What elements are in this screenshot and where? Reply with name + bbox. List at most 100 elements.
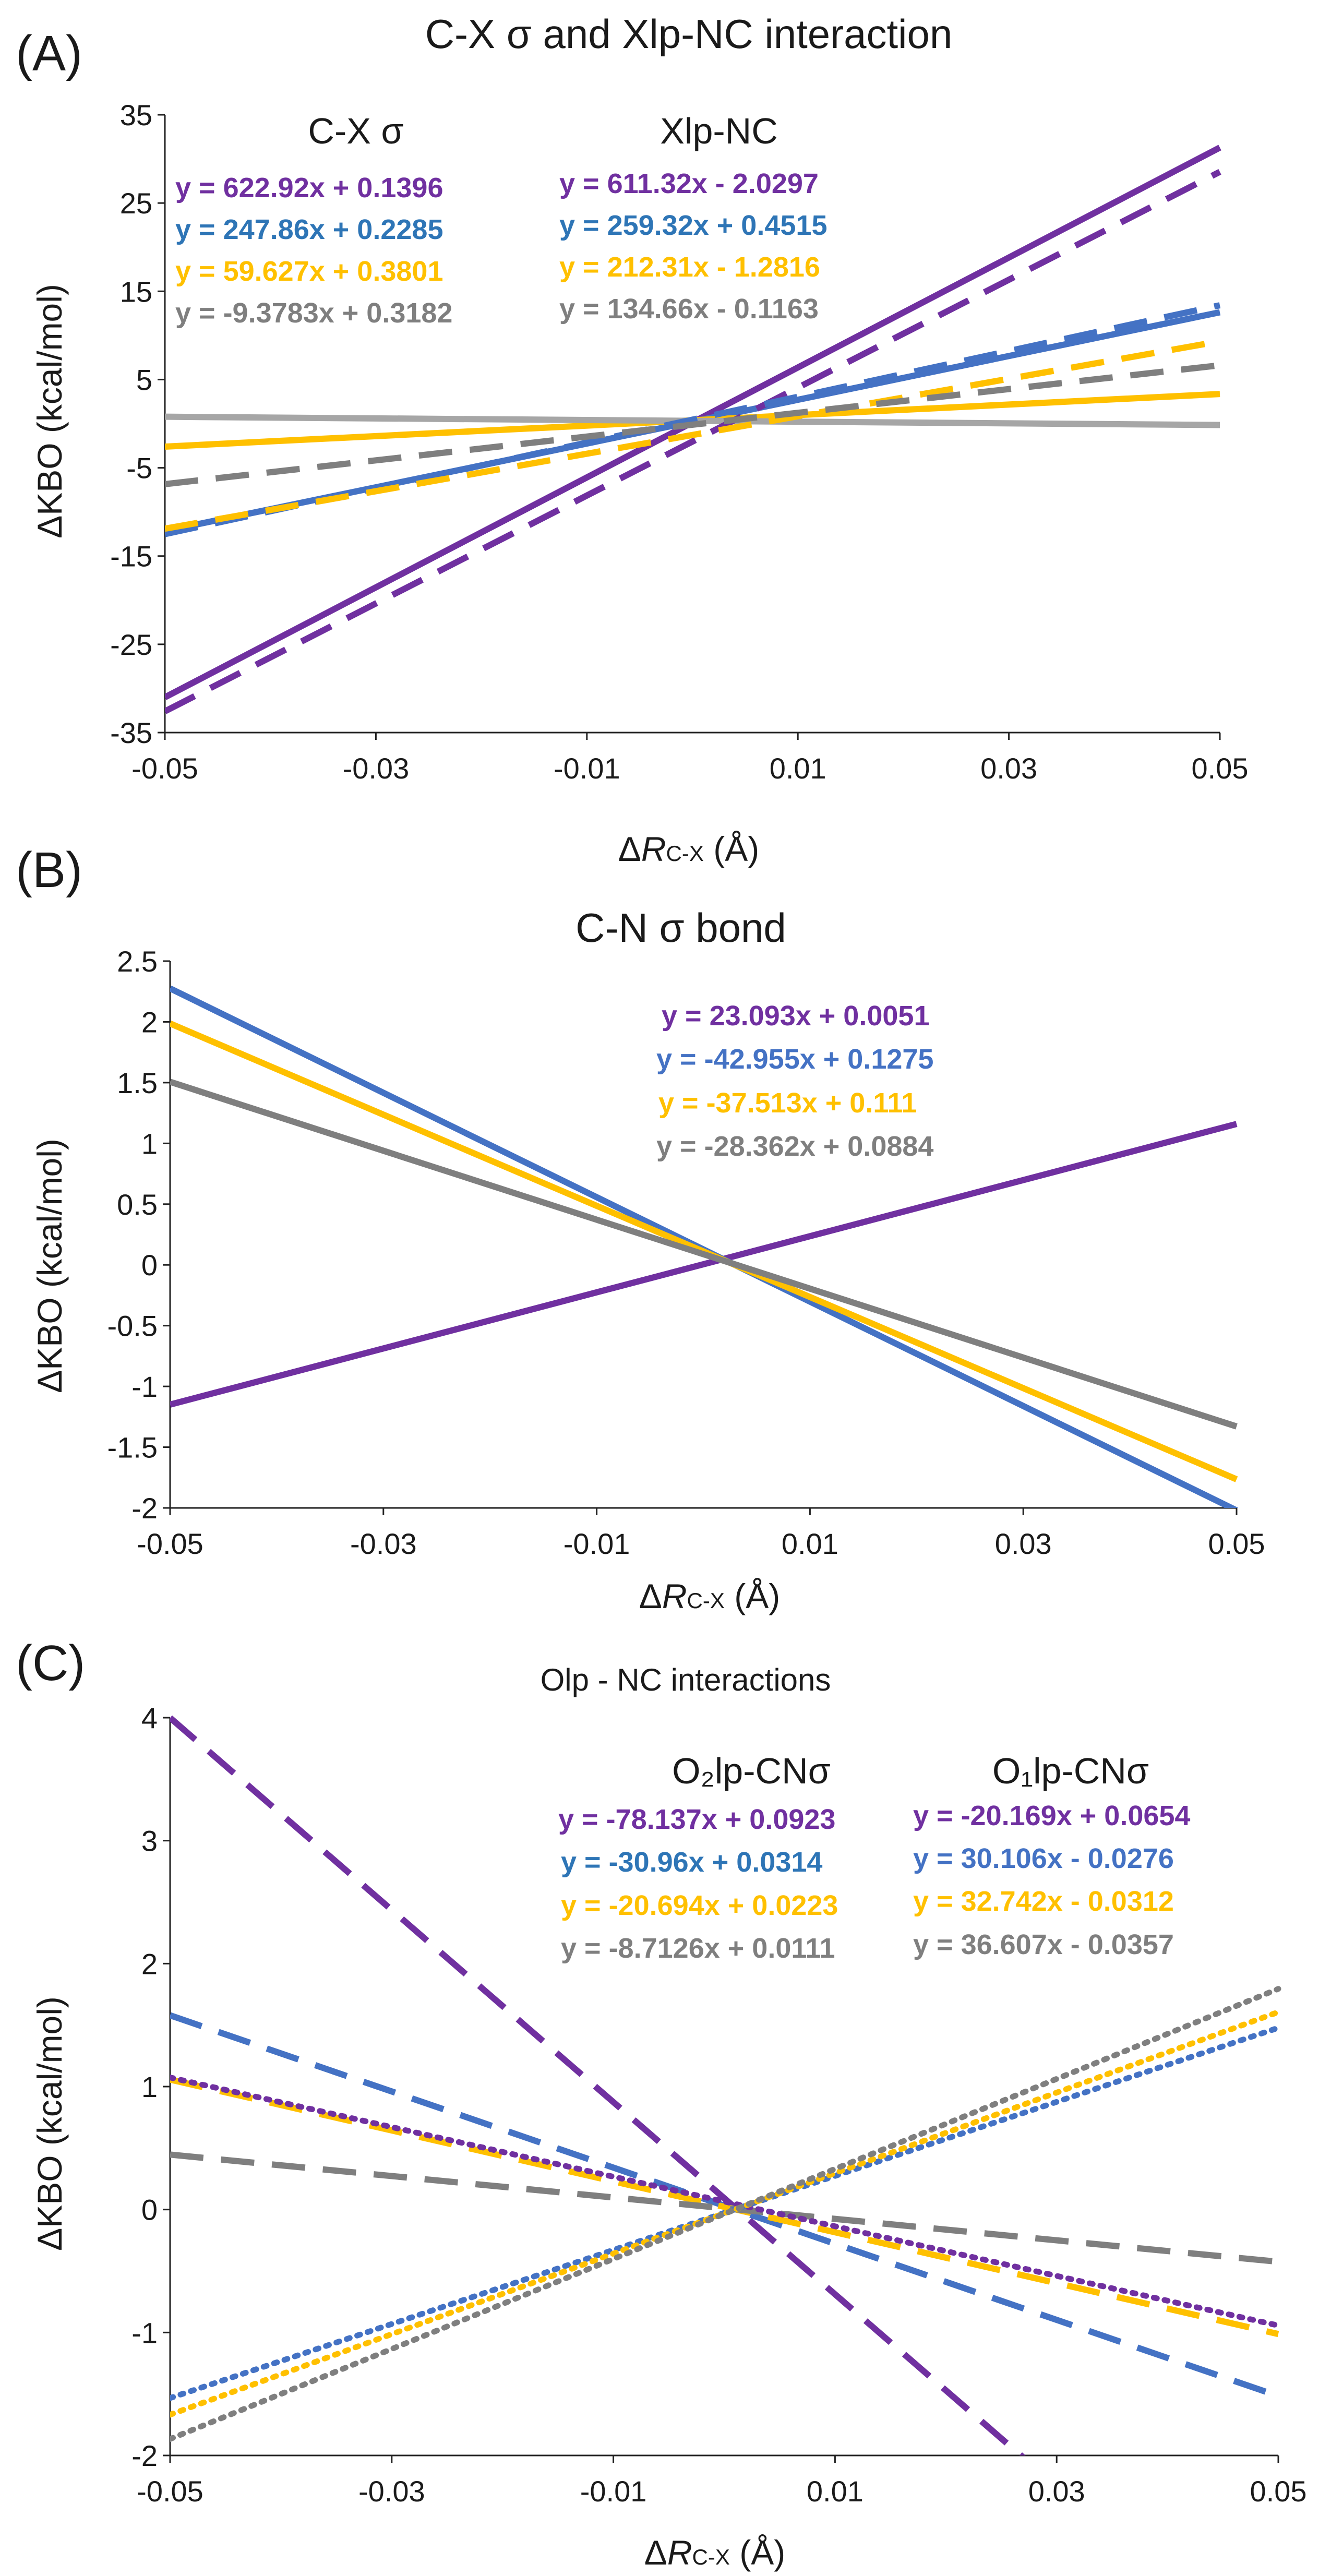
y-tick-label: 0 — [141, 2194, 158, 2226]
series-line — [165, 362, 1220, 487]
panel-b-equations: y = 23.093x + 0.0051 y = -42.955x + 0.12… — [656, 1000, 933, 1162]
y-tick-label: -0.5 — [107, 1310, 158, 1343]
series-lines — [170, 985, 1238, 1508]
equation-label: y = -20.694x + 0.0223 — [561, 1890, 838, 1921]
equation-label: y = 59.627x + 0.3801 — [175, 256, 443, 287]
equation-label: y = 212.31x - 1.2816 — [559, 251, 820, 283]
panel-c-group-o2: O₂lp-CNσ — [672, 1751, 831, 1791]
y-tick-label: 1 — [141, 1127, 158, 1160]
panel-b: (B) C-N σ bond ΔKBO (kcal/mol) ΔRC-X (Å)… — [16, 842, 1265, 1615]
y-tick-label: -25 — [110, 628, 152, 661]
x-tick-label: 0.05 — [1192, 752, 1249, 785]
panel-c-xlabel: ΔRC-X (Å) — [644, 2533, 785, 2572]
y-tick-label: 35 — [120, 99, 152, 131]
equation-label: y = 32.742x - 0.0312 — [913, 1886, 1174, 1917]
x-tick-label: -0.01 — [580, 2475, 647, 2508]
panel-c-tag: (C) — [16, 1635, 85, 1691]
series-line — [170, 2076, 1279, 2338]
series-line — [170, 2009, 1281, 2418]
series-line — [170, 2151, 1279, 2265]
panel-c-xlabel-sub: C-X — [692, 2545, 730, 2569]
panel-b-series — [170, 985, 1238, 1508]
panel-b-xlabel-var: R — [662, 1577, 687, 1615]
panel-a-axes: 35 25 15 5 -5 -15 -25 -35-0.05 -0.03 -0.01 0.01 0.0… — [110, 99, 1248, 785]
y-tick-label: 0 — [141, 1249, 158, 1281]
panel-c-group-o1: O₁lp-CNσ — [992, 1751, 1149, 1791]
x-tick-label: 0.03 — [980, 752, 1037, 785]
panel-b-xlabel-delta: Δ — [639, 1577, 662, 1615]
x-tick-label: 0.05 — [1250, 2475, 1307, 2508]
x-tick-label: 0.01 — [807, 2475, 864, 2508]
x-tick-label: -0.05 — [131, 752, 198, 785]
y-tick-label: 4 — [141, 1702, 158, 1734]
panel-a-ylabel: ΔKBO (kcal/mol) — [30, 284, 69, 538]
panel-c-xlabel-delta: Δ — [644, 2533, 667, 2572]
x-tick-label: -0.03 — [343, 752, 410, 785]
panel-c-xlabel-var: R — [667, 2533, 692, 2572]
panel-b-ylabel: ΔKBO (kcal/mol) — [30, 1139, 69, 1393]
equation-label: y = 23.093x + 0.0051 — [662, 1000, 929, 1032]
equation-label: y = -42.955x + 0.1275 — [656, 1044, 933, 1075]
x-tick-label: -0.01 — [563, 1527, 630, 1560]
series-line — [170, 1121, 1238, 1408]
panel-a-equations: y = 622.92x + 0.1396 y = 247.86x + 0.228… — [175, 168, 827, 329]
equation-label: y = 134.66x - 0.1163 — [559, 293, 819, 325]
equation-label: y = -30.96x + 0.0314 — [561, 1847, 822, 1878]
panel-a: (A) C-X σ and Xlp-NC interaction ΔKBO (k… — [16, 11, 1249, 868]
y-tick-label: -2 — [131, 1492, 158, 1525]
y-tick-label: -1.5 — [107, 1431, 158, 1464]
panel-b-xlabel: ΔRC-X (Å) — [639, 1577, 780, 1615]
panel-c-title: Olp - NC interactions — [541, 1662, 831, 1697]
equation-label: y = 247.86x + 0.2285 — [175, 214, 443, 245]
panel-a-tag: (A) — [16, 26, 82, 81]
y-tick-label: 25 — [120, 187, 152, 220]
panel-a-xlabel: ΔRC-X (Å) — [618, 830, 759, 868]
y-tick-label: -15 — [110, 540, 152, 573]
y-tick-label: 1.5 — [117, 1067, 158, 1099]
x-tick-label: 0.03 — [1028, 2475, 1085, 2508]
panel-a-xlabel-var: R — [641, 830, 666, 868]
equation-label: y = 622.92x + 0.1396 — [175, 172, 443, 203]
x-tick-label: -0.03 — [350, 1527, 417, 1560]
x-tick-label: -0.01 — [554, 752, 620, 785]
panel-b-tag: (B) — [16, 842, 82, 898]
panel-c-xlabel-unit: (Å) — [730, 2533, 785, 2572]
equation-label: y = -9.3783x + 0.3182 — [175, 297, 452, 329]
y-tick-label: 2 — [141, 1947, 158, 1980]
panel-b-axes: 2.5 2 1.5 1 0.5 0 -0.5 -1 -1.5 -2-0.05 -0.03 -0.01 0… — [107, 945, 1265, 1560]
x-tick-label: 0.03 — [995, 1527, 1052, 1560]
y-tick-label: -1 — [131, 2316, 158, 2349]
y-tick-label: -35 — [110, 716, 152, 749]
panel-a-xlabel-delta: Δ — [618, 830, 641, 868]
panel-b-title: C-N σ bond — [575, 905, 786, 951]
equation-label: y = -78.137x + 0.0923 — [558, 1804, 835, 1835]
equation-label: y = -20.169x + 0.0654 — [913, 1800, 1190, 1831]
panel-a-series — [165, 145, 1221, 714]
x-tick-label: 0.01 — [770, 752, 826, 785]
panel-a-xlabel-unit: (Å) — [704, 830, 759, 868]
equation-label: y = -28.362x + 0.0884 — [656, 1131, 933, 1162]
series-line — [165, 338, 1221, 532]
series-lines — [165, 145, 1221, 714]
series-line — [170, 1079, 1238, 1430]
series-line — [170, 1986, 1281, 2442]
panel-c-series — [170, 1715, 1281, 2455]
y-tick-label: 2.5 — [117, 945, 158, 978]
series-line — [170, 2075, 1281, 2329]
panel-c: (C) Olp - NC interactions ΔKBO (kcal/mol… — [16, 1635, 1307, 2572]
x-tick-label: 0.01 — [782, 1527, 838, 1560]
panel-c-equations: y = -78.137x + 0.0923 y = -30.96x + 0.03… — [558, 1800, 1190, 1964]
series-lines — [170, 1715, 1281, 2455]
equation-label: y = 259.32x + 0.4515 — [559, 210, 827, 241]
panel-b-xlabel-unit: (Å) — [725, 1577, 780, 1615]
y-tick-label: 1 — [141, 2070, 158, 2103]
y-tick-label: -1 — [131, 1370, 158, 1403]
panel-b-xlabel-sub: C-X — [687, 1588, 725, 1613]
y-tick-label: 3 — [141, 1825, 158, 1858]
panel-a-group-xlp: Xlp-NC — [660, 111, 778, 151]
y-tick-label: 5 — [136, 363, 152, 396]
y-tick-label: 15 — [120, 275, 152, 308]
panel-a-title: C-X σ and Xlp-NC interaction — [425, 11, 953, 57]
